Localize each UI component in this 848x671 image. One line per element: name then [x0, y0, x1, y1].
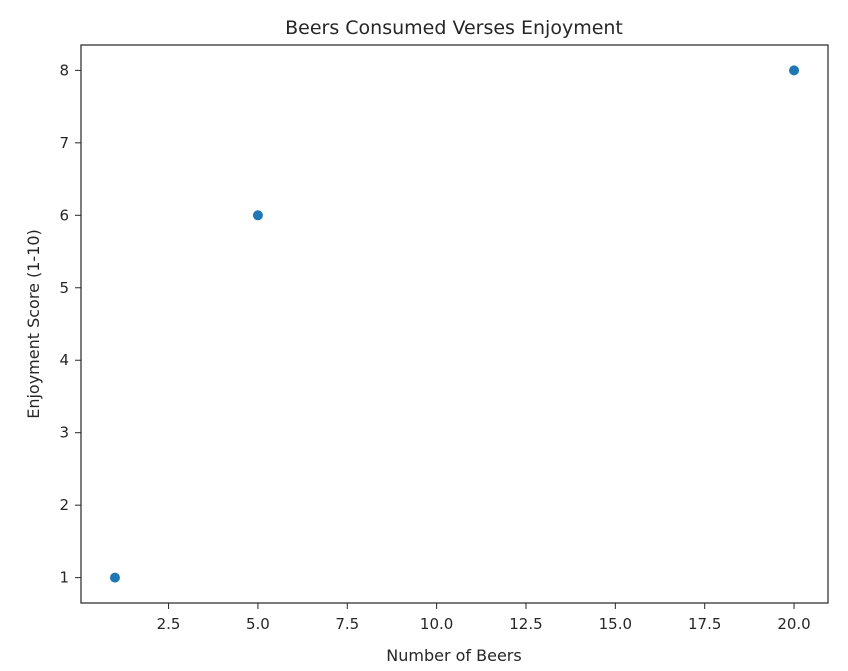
plot-area [80, 44, 829, 604]
x-tick-label: 17.5 [688, 615, 721, 633]
y-tick-label: 1 [59, 569, 69, 587]
y-tick-label: 5 [59, 279, 69, 297]
axes-frame [80, 44, 829, 604]
y-tick-label: 7 [59, 134, 69, 152]
y-axis-label: Enjoyment Score (1-10) [24, 229, 43, 419]
y-axis-ticks: 1 2 3 4 5 6 7 8 [59, 61, 81, 587]
y-tick-label: 4 [59, 351, 69, 369]
data-points [109, 65, 800, 583]
x-tick-label: 5.0 [246, 615, 270, 633]
x-tick-label: 12.5 [509, 615, 542, 633]
y-tick-label: 2 [59, 496, 69, 514]
x-tick-label: 20.0 [777, 615, 810, 633]
x-axis-label: Number of Beers [386, 646, 521, 665]
x-tick-label: 10.0 [420, 615, 453, 633]
data-point [252, 210, 263, 221]
data-point [109, 572, 120, 583]
data-point [789, 65, 800, 76]
y-tick-label: 8 [59, 61, 69, 79]
x-tick-label: 7.5 [335, 615, 359, 633]
x-axis-ticks: 2.5 5.0 7.5 10.0 12.5 15.0 17.5 20.0 [157, 603, 811, 633]
x-tick-label: 15.0 [599, 615, 632, 633]
x-tick-label: 2.5 [157, 615, 181, 633]
y-tick-label: 6 [59, 206, 69, 224]
chart-title: Beers Consumed Verses Enjoyment [285, 17, 623, 39]
y-tick-label: 3 [59, 424, 69, 442]
